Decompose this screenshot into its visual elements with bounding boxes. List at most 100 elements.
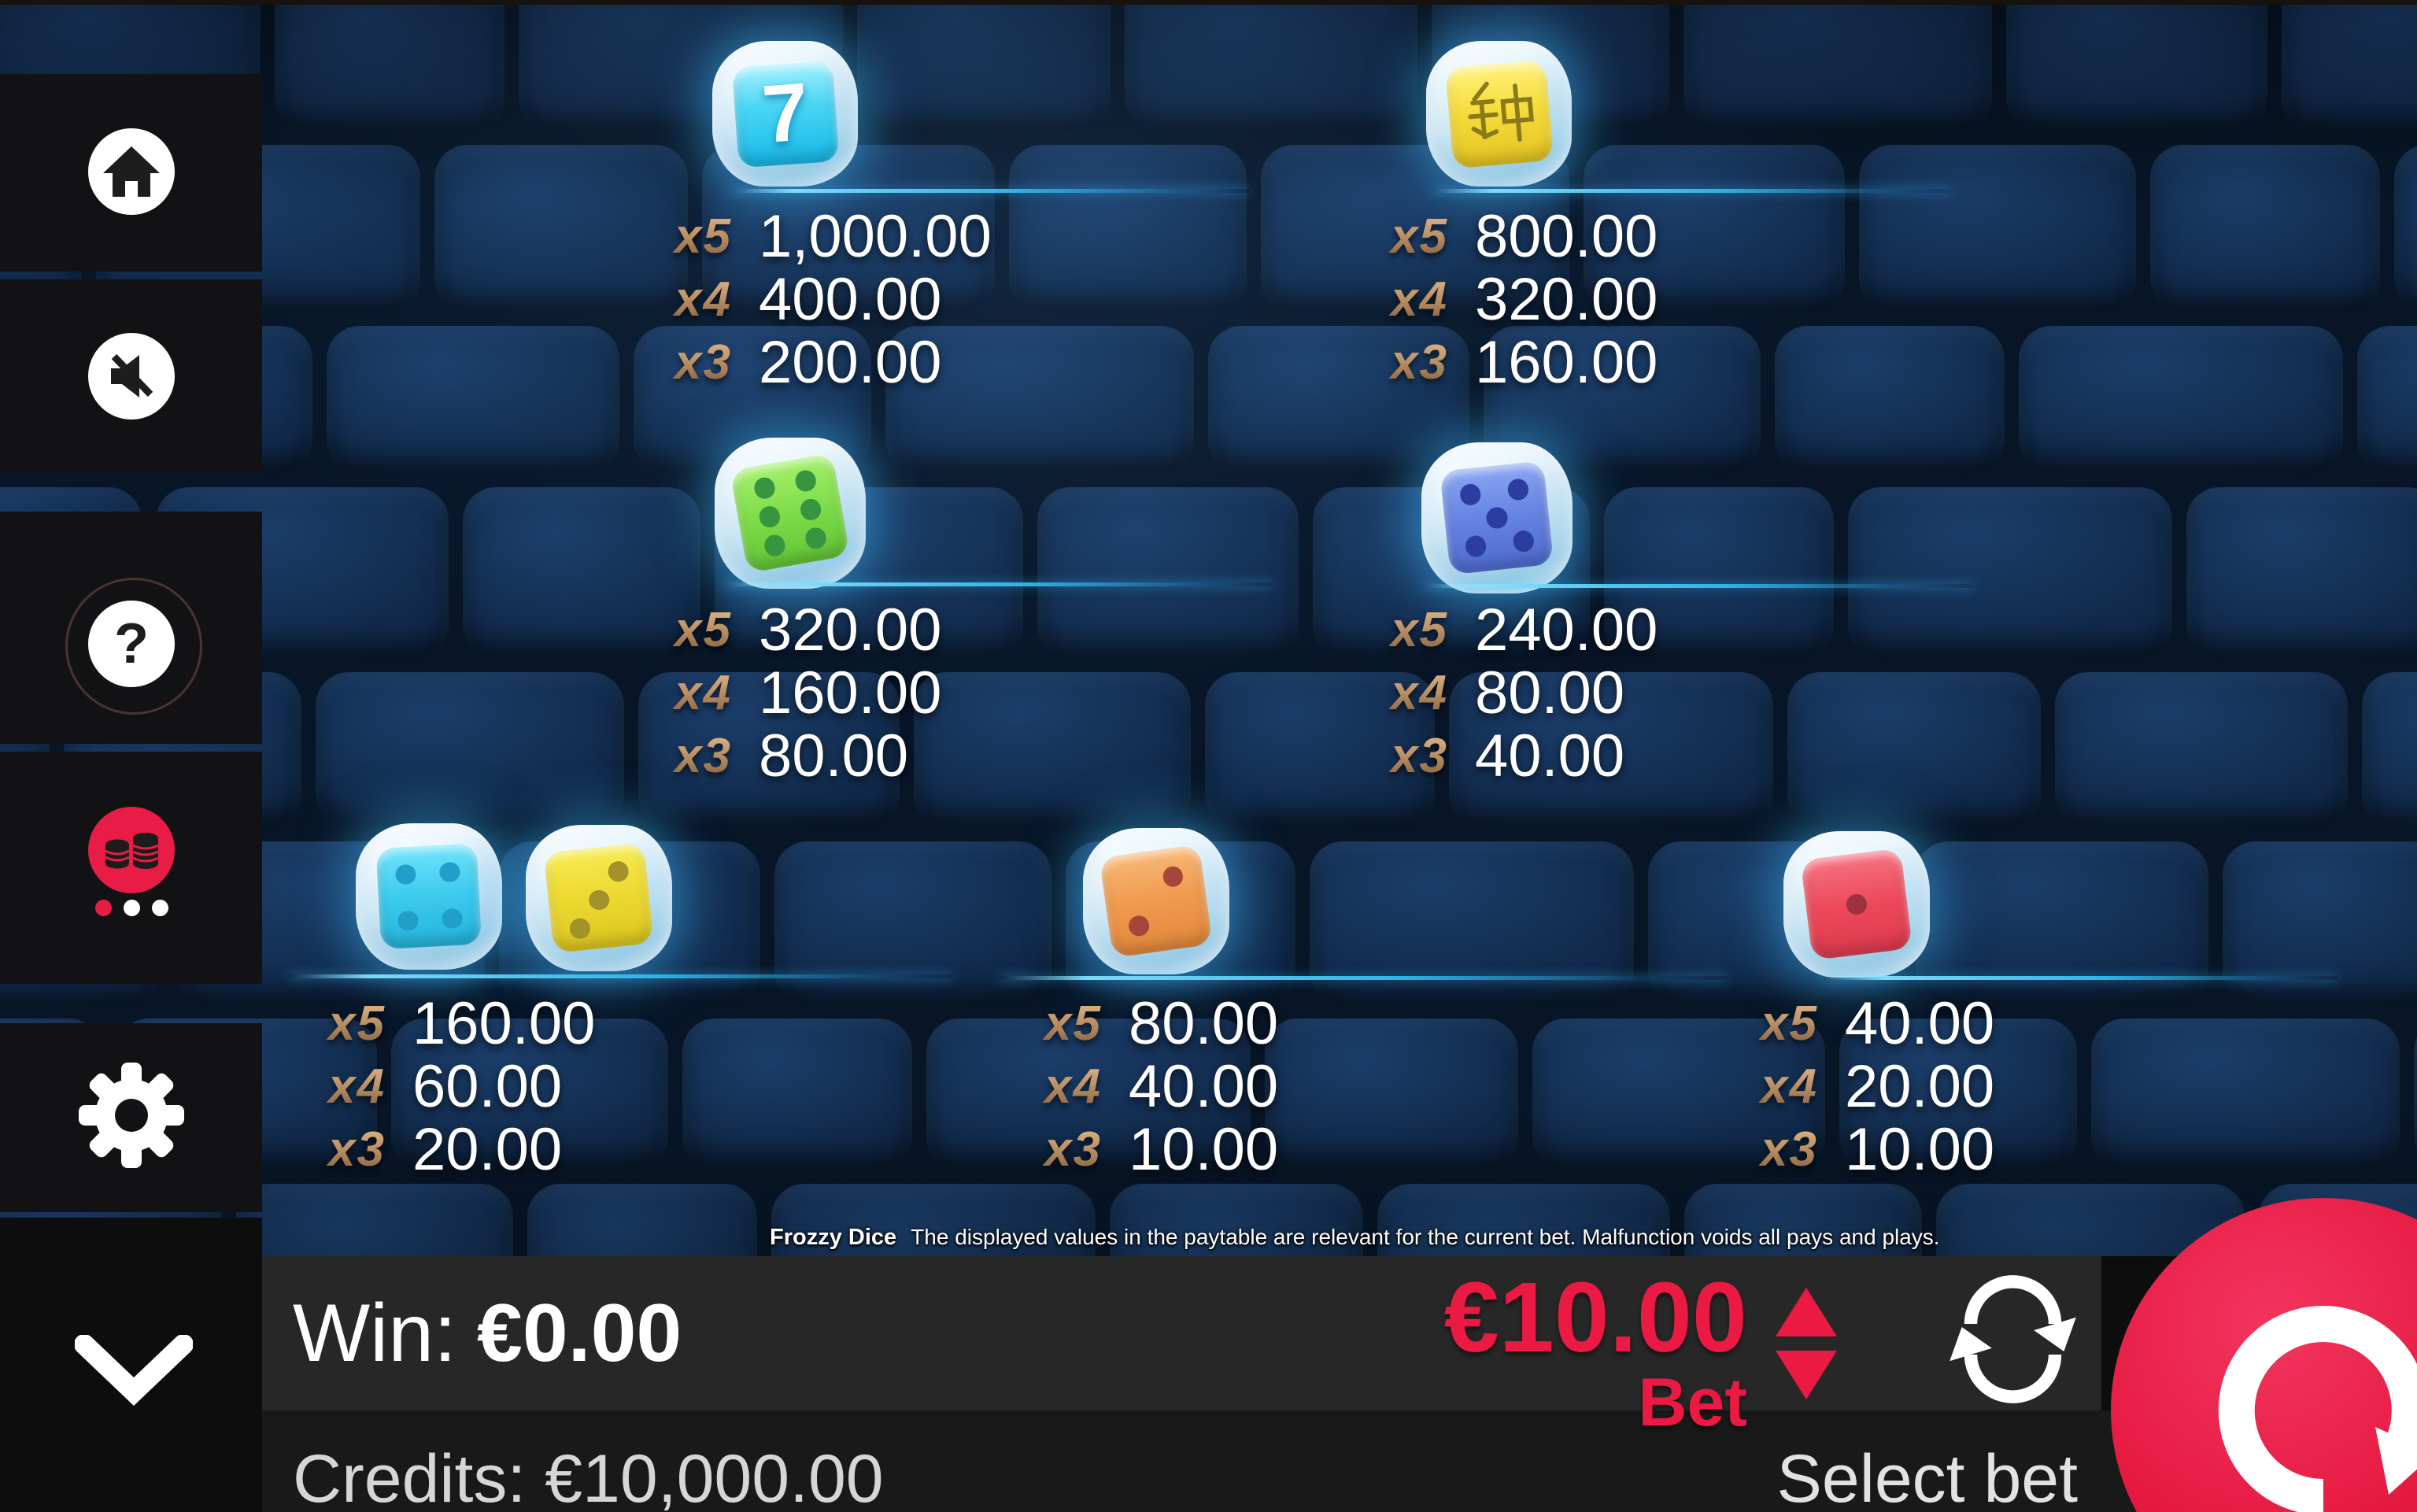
brick [1683,0,1992,131]
brick [1265,1018,1518,1170]
zhong-character-icon [1467,80,1534,142]
help-ring [65,578,202,715]
payout-value: 40.00 [1475,722,1625,789]
multiplier-label: x4 [1330,272,1448,327]
multiplier-label: x3 [984,1122,1102,1177]
red-die-one-icon [1783,831,1930,978]
brick [316,672,624,827]
payout-value: 320.00 [1475,265,1658,333]
brick [2019,326,2343,473]
brick [2150,145,2380,312]
brick [434,145,688,312]
payout-value: 10.00 [1845,1115,1995,1183]
bet-decrease-button[interactable] [1776,1351,1837,1399]
blue-die-five-icon [1421,442,1573,593]
multiplier-label: x3 [1330,335,1448,390]
win-value: €0.00 [477,1287,682,1379]
brick [2186,487,2417,658]
brick [2055,672,2348,827]
brick [926,1018,1251,1170]
home-icon [103,146,160,197]
brick [2282,0,2417,131]
brick [1859,145,2136,312]
bet-display: €10.00 Bet [1181,1262,1747,1436]
rotate-arrow-icon [2218,1306,2417,1512]
paytable-button[interactable] [88,807,175,893]
brick [1787,672,2041,827]
refresh-bet-button[interactable] [1944,1270,2082,1408]
brick [857,0,1111,131]
multiplier-label: x5 [984,996,1102,1052]
multiplier-label: x5 [1330,209,1448,264]
seven-die-icon: 7 [712,41,858,187]
brick [1449,672,1773,827]
paytable-divider [288,974,953,978]
multiplier-label: x3 [1330,728,1448,784]
page-dot-active[interactable] [95,900,112,916]
payout-value: 200.00 [759,328,942,396]
multiplier-label: x4 [984,1059,1102,1115]
paytable-values-seven: x5 1,000.00 x4 400.00 x3 200.00 [614,202,992,396]
multiplier-label: x4 [1700,1059,1818,1115]
credits-label: Credits: [293,1441,527,1512]
brick [682,1018,912,1170]
chevron-down-icon [74,1334,194,1406]
payout-value: 400.00 [759,265,942,333]
green-die-six-icon [715,438,866,589]
multiplier-label: x5 [1330,602,1448,658]
paytable-divider [1423,584,1974,588]
paytable-divider [1000,976,1728,980]
paytable-values-orange-two: x5 80.00 x4 40.00 x3 10.00 [984,989,1279,1183]
multiplier-label: x4 [614,665,732,721]
home-button[interactable] [88,128,175,215]
refresh-icon [1949,1275,2076,1403]
zhong-die-icon [1426,41,1572,187]
help-button[interactable]: ? [88,601,175,687]
multiplier-label: x3 [268,1122,386,1177]
mute-button[interactable] [88,333,175,420]
brick [1848,487,2172,658]
bet-increase-button[interactable] [1776,1288,1837,1336]
brick [1584,145,1845,312]
brick [638,672,900,827]
game-title: Frozzy Dice [770,1225,897,1250]
bottom-bar: Win: €0.00 €10.00 Bet Select bet Credits… [0,1256,2417,1512]
brick [1208,326,1469,473]
cyan-die-four-icon [356,823,502,970]
payout-value: 80.00 [759,722,909,789]
payout-value: 80.00 [1129,989,1279,1057]
multiplier-label: x4 [1330,665,1448,721]
page-dot[interactable] [152,900,168,916]
payout-value: 80.00 [1475,659,1625,726]
win-display: Win: €0.00 [293,1256,682,1410]
bet-value: €10.00 [1443,1262,1747,1373]
payout-value: 800.00 [1475,202,1658,270]
payout-value: 320.00 [759,596,942,664]
brick [275,0,504,131]
payout-value: 40.00 [1845,989,1995,1057]
brick [2394,145,2417,312]
page-dot[interactable] [124,900,140,916]
gear-icon [79,1063,184,1168]
paytable-divider [723,582,1273,586]
payout-value: 40.00 [1129,1052,1279,1120]
top-strip [0,0,2417,5]
brick [1037,487,1299,658]
payout-value: 160.00 [412,989,596,1057]
brick [2362,672,2417,827]
settings-button[interactable] [72,1056,190,1178]
multiplier-label: x3 [614,728,732,784]
payout-value: 1,000.00 [759,202,992,270]
paytable-divider [730,189,1250,193]
brick [885,326,1194,473]
footnote-text: The displayed values in the paytable are… [911,1225,1940,1249]
paytable-values-blue-five: x5 240.00 x4 80.00 x3 40.00 [1330,597,1658,789]
brick [1125,0,1417,131]
payout-value: 20.00 [412,1115,563,1183]
multiplier-label: x3 [1700,1122,1818,1177]
credits-strip [262,1410,2417,1512]
speaker-muted-icon [111,353,153,397]
collapse-button[interactable] [74,1334,194,1410]
brick [1009,145,1247,312]
